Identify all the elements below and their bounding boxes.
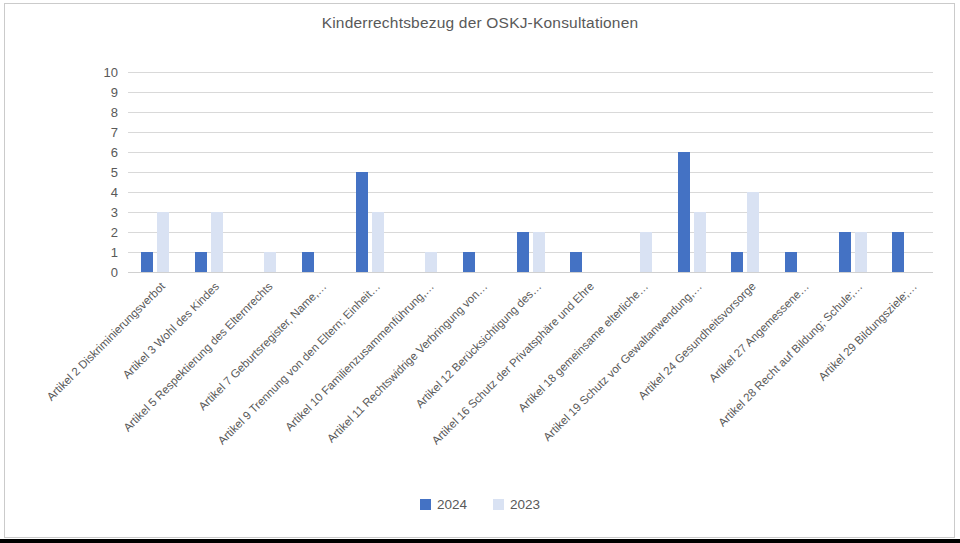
bar-2023-cat3 xyxy=(264,252,276,272)
y-tick-label: 1 xyxy=(82,246,118,259)
gridline xyxy=(128,132,933,133)
gridline xyxy=(128,212,933,213)
legend-item-2023: 2023 xyxy=(493,497,540,512)
chart-title: Kinderrechtsbezug der OSKJ-Konsultatione… xyxy=(0,14,960,32)
bar-2024-cat11 xyxy=(678,152,690,272)
bar-2024-cat12 xyxy=(731,252,743,272)
y-tick-label: 3 xyxy=(82,206,118,219)
bar-2024-cat2 xyxy=(195,252,207,272)
y-tick-label: 2 xyxy=(82,226,118,239)
bar-2023-cat6 xyxy=(425,252,437,272)
legend-swatch-2024 xyxy=(420,499,431,510)
bar-2024-cat5 xyxy=(356,172,368,272)
bar-2024-cat8 xyxy=(517,232,529,272)
bar-2023-cat8 xyxy=(533,232,545,272)
gridline xyxy=(128,172,933,173)
bar-2023-cat14 xyxy=(855,232,867,272)
legend-item-2024: 2024 xyxy=(420,497,467,512)
bar-2023-cat11 xyxy=(694,212,706,272)
chart-screenshot: Kinderrechtsbezug der OSKJ-Konsultatione… xyxy=(0,0,960,543)
gridline xyxy=(128,192,933,193)
legend-swatch-2023 xyxy=(493,499,504,510)
bar-2024-cat15 xyxy=(892,232,904,272)
y-tick-label: 9 xyxy=(82,86,118,99)
y-tick-label: 4 xyxy=(82,186,118,199)
gridline xyxy=(128,232,933,233)
legend-label-2024: 2024 xyxy=(437,497,467,512)
bar-2023-cat5 xyxy=(372,212,384,272)
y-tick-label: 5 xyxy=(82,166,118,179)
y-tick-label: 7 xyxy=(82,126,118,139)
gridline xyxy=(128,152,933,153)
bar-2023-cat12 xyxy=(747,192,759,272)
y-tick-label: 8 xyxy=(82,106,118,119)
y-tick-label: 6 xyxy=(82,146,118,159)
gridline xyxy=(128,112,933,113)
bar-2023-cat2 xyxy=(211,212,223,272)
bar-2024-cat1 xyxy=(141,252,153,272)
bar-2023-cat1 xyxy=(157,212,169,272)
x-axis-line xyxy=(128,272,933,273)
legend: 2024 2023 xyxy=(0,497,960,512)
gridline xyxy=(128,252,933,253)
bar-2024-cat4 xyxy=(302,252,314,272)
gridline xyxy=(128,72,933,73)
gridline xyxy=(128,92,933,93)
y-tick-label: 0 xyxy=(82,266,118,279)
bar-2024-cat9 xyxy=(570,252,582,272)
bar-2024-cat13 xyxy=(785,252,797,272)
bar-2023-cat10 xyxy=(640,232,652,272)
bottom-edge xyxy=(0,539,960,543)
bar-2024-cat7 xyxy=(463,252,475,272)
bar-2024-cat14 xyxy=(839,232,851,272)
legend-label-2023: 2023 xyxy=(510,497,540,512)
y-tick-label: 10 xyxy=(82,66,118,79)
